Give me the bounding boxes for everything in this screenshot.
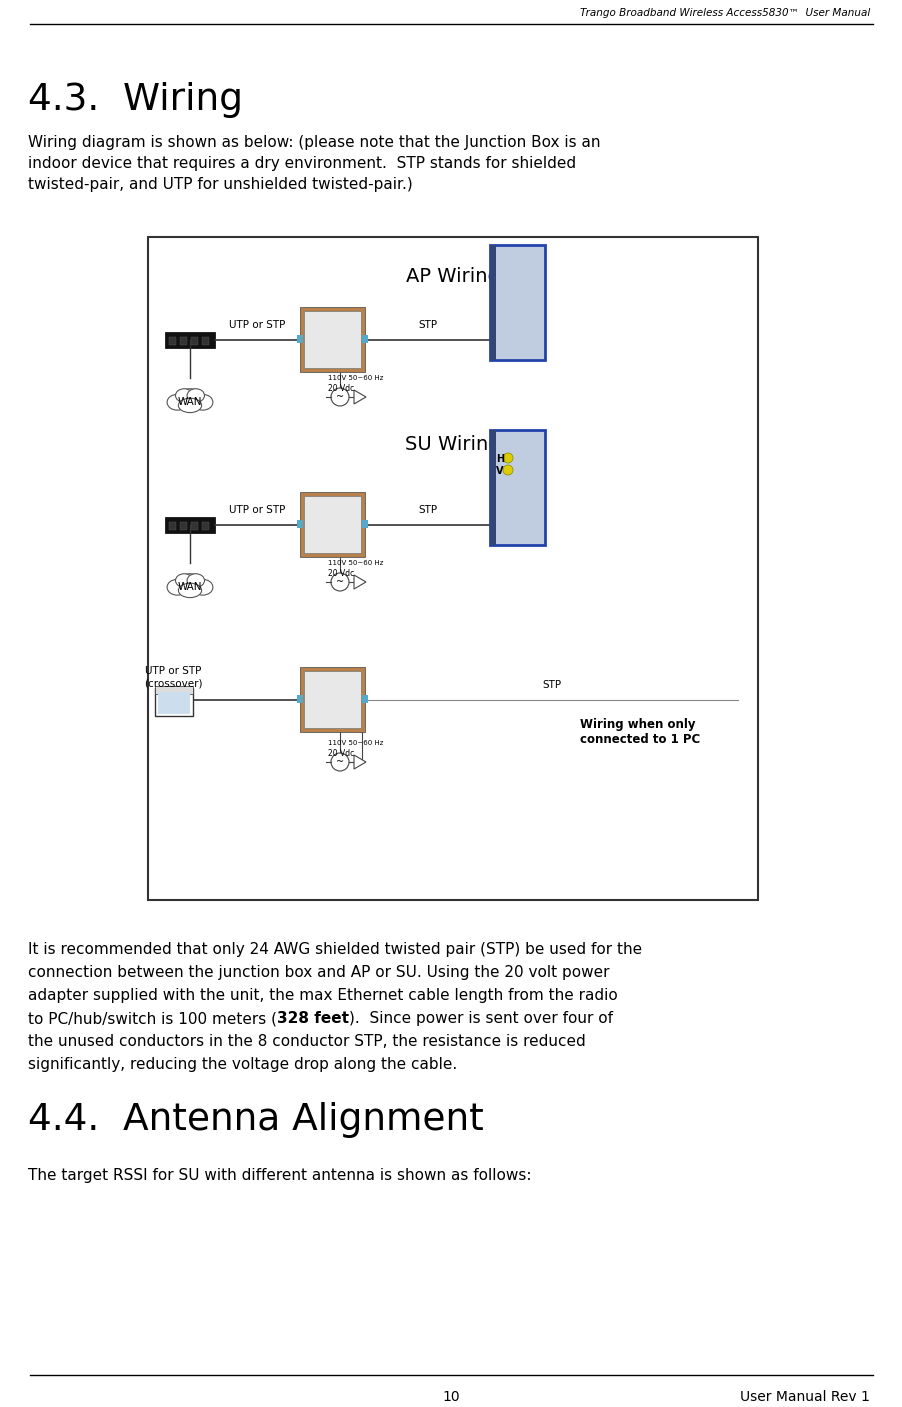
Bar xyxy=(155,687,193,694)
Bar xyxy=(362,335,368,343)
Ellipse shape xyxy=(175,574,193,587)
Polygon shape xyxy=(354,575,365,590)
Text: ~: ~ xyxy=(336,393,344,402)
Text: H: H xyxy=(495,454,503,464)
Text: Trango Broadband Wireless Access5830™  User Manual: Trango Broadband Wireless Access5830™ Us… xyxy=(579,8,869,18)
Text: 328 feet: 328 feet xyxy=(277,1012,348,1026)
Ellipse shape xyxy=(179,582,201,598)
Text: ~: ~ xyxy=(336,577,344,587)
Bar xyxy=(158,692,189,713)
Bar xyxy=(299,307,364,371)
Bar xyxy=(191,338,198,345)
Text: UTP or STP: UTP or STP xyxy=(229,505,285,515)
Bar xyxy=(362,521,368,528)
Text: 4.3.  Wiring: 4.3. Wiring xyxy=(28,82,243,118)
Text: Wiring when only
connected to 1 PC: Wiring when only connected to 1 PC xyxy=(579,718,699,746)
Bar xyxy=(362,695,368,704)
Ellipse shape xyxy=(175,388,204,411)
Text: ~: ~ xyxy=(336,757,344,767)
Bar xyxy=(490,431,545,545)
Text: UTP or STP: UTP or STP xyxy=(229,319,285,331)
Bar xyxy=(490,245,495,360)
Circle shape xyxy=(502,453,512,463)
Ellipse shape xyxy=(187,574,204,587)
Ellipse shape xyxy=(175,388,193,402)
Text: STP: STP xyxy=(541,680,560,689)
Text: 110V 50~60 Hz: 110V 50~60 Hz xyxy=(327,560,383,566)
Ellipse shape xyxy=(192,580,213,595)
Text: significantly, reducing the voltage drop along the cable.: significantly, reducing the voltage drop… xyxy=(28,1057,456,1072)
Text: WAN: WAN xyxy=(178,397,202,407)
Ellipse shape xyxy=(167,580,188,595)
Bar xyxy=(490,245,545,360)
Bar xyxy=(297,521,303,528)
Circle shape xyxy=(331,753,348,771)
Bar xyxy=(165,516,215,533)
Text: 10: 10 xyxy=(442,1390,459,1404)
Text: twisted-pair, and UTP for unshielded twisted-pair.): twisted-pair, and UTP for unshielded twi… xyxy=(28,177,412,191)
Ellipse shape xyxy=(175,574,204,597)
Text: 20 Vdc: 20 Vdc xyxy=(327,384,354,393)
Bar xyxy=(179,338,187,345)
Bar xyxy=(304,311,361,369)
Text: 20 Vdc: 20 Vdc xyxy=(327,749,354,758)
Circle shape xyxy=(331,388,348,407)
Polygon shape xyxy=(354,390,365,404)
Bar xyxy=(304,497,361,553)
Text: The target RSSI for SU with different antenna is shown as follows:: The target RSSI for SU with different an… xyxy=(28,1168,531,1183)
Bar xyxy=(299,492,364,557)
Bar xyxy=(169,338,176,345)
Bar xyxy=(297,335,303,343)
Text: UTP or STP
(crossover): UTP or STP (crossover) xyxy=(143,667,202,688)
Bar xyxy=(299,667,364,732)
Bar xyxy=(148,236,757,900)
Text: STP: STP xyxy=(418,505,437,515)
Text: It is recommended that only 24 AWG shielded twisted pair (STP) be used for the: It is recommended that only 24 AWG shiel… xyxy=(28,943,641,957)
Bar xyxy=(191,522,198,530)
Text: 110V 50~60 Hz: 110V 50~60 Hz xyxy=(327,376,383,381)
Text: 110V 50~60 Hz: 110V 50~60 Hz xyxy=(327,740,383,746)
Bar xyxy=(179,522,187,530)
Text: adapter supplied with the unit, the max Ethernet cable length from the radio: adapter supplied with the unit, the max … xyxy=(28,988,617,1003)
Bar xyxy=(155,688,193,716)
Text: indoor device that requires a dry environment.  STP stands for shielded: indoor device that requires a dry enviro… xyxy=(28,156,575,172)
Text: the unused conductors in the 8 conductor STP, the resistance is reduced: the unused conductors in the 8 conductor… xyxy=(28,1034,585,1050)
Text: to PC/hub/switch is 100 meters (: to PC/hub/switch is 100 meters ( xyxy=(28,1012,277,1026)
Ellipse shape xyxy=(187,388,204,402)
Text: AP Wiring: AP Wiring xyxy=(406,267,500,286)
Bar xyxy=(169,522,176,530)
Bar xyxy=(202,338,208,345)
Text: V: V xyxy=(495,466,503,476)
Circle shape xyxy=(331,573,348,591)
Text: 4.4.  Antenna Alignment: 4.4. Antenna Alignment xyxy=(28,1102,483,1138)
Bar xyxy=(297,695,303,704)
Bar xyxy=(490,431,495,545)
Ellipse shape xyxy=(167,394,188,409)
Bar xyxy=(202,522,208,530)
Ellipse shape xyxy=(192,394,213,409)
Polygon shape xyxy=(354,756,365,770)
Text: 20 Vdc: 20 Vdc xyxy=(327,568,354,578)
Text: STP: STP xyxy=(418,319,437,331)
Text: ).  Since power is sent over four of: ). Since power is sent over four of xyxy=(348,1012,612,1026)
Circle shape xyxy=(502,464,512,476)
Text: SU Wiring: SU Wiring xyxy=(405,435,501,454)
Text: WAN: WAN xyxy=(178,582,202,592)
Bar xyxy=(304,671,361,727)
Text: connection between the junction box and AP or SU. Using the 20 volt power: connection between the junction box and … xyxy=(28,965,609,981)
Text: User Manual Rev 1: User Manual Rev 1 xyxy=(740,1390,869,1404)
Text: Wiring diagram is shown as below: (please note that the Junction Box is an: Wiring diagram is shown as below: (pleas… xyxy=(28,135,600,151)
Bar xyxy=(165,332,215,348)
Ellipse shape xyxy=(179,398,201,412)
